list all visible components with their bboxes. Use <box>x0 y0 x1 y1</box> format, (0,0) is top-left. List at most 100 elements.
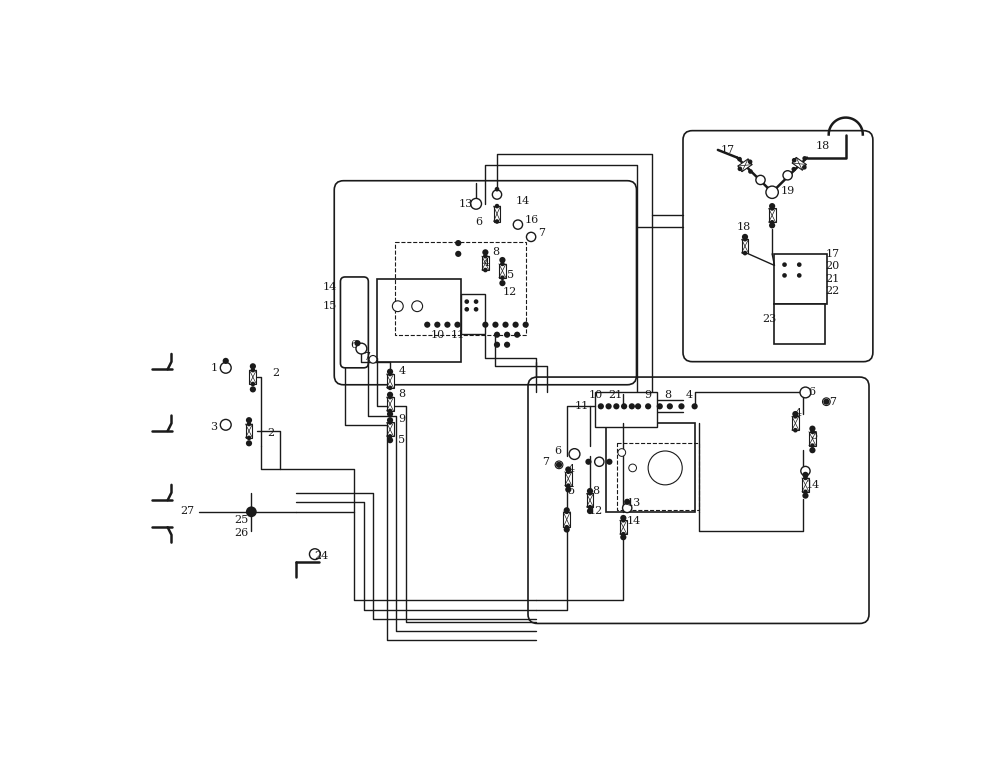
Polygon shape <box>563 511 570 527</box>
Bar <box>461 294 485 334</box>
Circle shape <box>387 411 393 417</box>
Circle shape <box>474 300 478 304</box>
Circle shape <box>792 411 798 417</box>
Text: 12: 12 <box>588 506 603 516</box>
Circle shape <box>803 489 808 494</box>
Circle shape <box>356 343 367 354</box>
Circle shape <box>657 403 663 409</box>
Circle shape <box>387 417 393 423</box>
Bar <box>595 392 657 427</box>
Circle shape <box>595 457 604 466</box>
Circle shape <box>809 447 816 453</box>
Circle shape <box>250 363 256 369</box>
Circle shape <box>588 505 592 509</box>
Circle shape <box>587 508 593 514</box>
Text: 10: 10 <box>430 329 444 339</box>
Circle shape <box>738 167 742 171</box>
Circle shape <box>555 461 563 468</box>
Circle shape <box>499 257 506 263</box>
Bar <box>617 442 698 510</box>
Text: 10: 10 <box>588 390 603 400</box>
Circle shape <box>246 440 252 446</box>
Circle shape <box>823 399 829 405</box>
Text: 2: 2 <box>273 368 280 378</box>
Circle shape <box>444 322 451 328</box>
Circle shape <box>251 382 255 386</box>
Circle shape <box>782 273 787 278</box>
Circle shape <box>810 429 815 434</box>
Circle shape <box>692 403 698 409</box>
Circle shape <box>514 332 520 338</box>
Circle shape <box>769 203 775 209</box>
Circle shape <box>471 198 482 209</box>
Circle shape <box>737 157 742 161</box>
Polygon shape <box>802 478 809 492</box>
Circle shape <box>621 518 626 522</box>
Circle shape <box>251 368 255 372</box>
Text: 4: 4 <box>686 390 693 400</box>
Text: 12: 12 <box>503 287 517 297</box>
Circle shape <box>621 531 626 537</box>
Circle shape <box>455 240 461 247</box>
Circle shape <box>756 175 765 184</box>
Text: 23: 23 <box>763 314 777 324</box>
Polygon shape <box>482 257 489 270</box>
Text: 4: 4 <box>399 366 406 376</box>
Text: 14: 14 <box>627 516 641 526</box>
Polygon shape <box>769 208 776 222</box>
Circle shape <box>492 322 499 328</box>
Circle shape <box>504 342 510 348</box>
Circle shape <box>606 458 612 465</box>
Polygon shape <box>738 159 752 172</box>
Circle shape <box>247 435 251 440</box>
Circle shape <box>387 392 393 398</box>
Text: 11: 11 <box>451 329 465 339</box>
Circle shape <box>494 342 500 348</box>
Text: 24: 24 <box>315 551 329 561</box>
Text: 18: 18 <box>736 222 751 232</box>
Text: 13: 13 <box>626 498 641 508</box>
Polygon shape <box>565 472 572 485</box>
Circle shape <box>587 488 593 494</box>
Polygon shape <box>620 520 627 534</box>
Circle shape <box>667 403 673 409</box>
Circle shape <box>792 167 796 171</box>
Circle shape <box>802 156 807 161</box>
Circle shape <box>246 506 257 517</box>
Text: 5: 5 <box>507 270 514 280</box>
Polygon shape <box>499 264 506 278</box>
Text: 4: 4 <box>568 464 575 474</box>
Circle shape <box>454 322 461 328</box>
Circle shape <box>483 254 488 259</box>
Circle shape <box>588 491 592 495</box>
Circle shape <box>803 475 808 480</box>
Circle shape <box>801 466 810 475</box>
Text: 26: 26 <box>234 528 248 538</box>
Text: 9: 9 <box>645 390 652 400</box>
Text: 4: 4 <box>795 409 802 419</box>
Text: 20: 20 <box>825 261 840 271</box>
Circle shape <box>802 492 809 498</box>
Circle shape <box>783 170 792 180</box>
Circle shape <box>782 263 787 267</box>
Circle shape <box>495 204 499 208</box>
Circle shape <box>822 398 830 406</box>
Circle shape <box>246 417 252 423</box>
Circle shape <box>388 434 392 439</box>
Circle shape <box>564 509 569 514</box>
Polygon shape <box>246 424 252 438</box>
Circle shape <box>585 458 592 465</box>
Circle shape <box>434 322 440 328</box>
Circle shape <box>621 403 627 409</box>
Text: 21: 21 <box>825 273 840 283</box>
Circle shape <box>770 220 774 224</box>
Polygon shape <box>387 422 394 436</box>
Text: 4: 4 <box>483 258 490 268</box>
Circle shape <box>388 395 392 399</box>
Circle shape <box>556 462 562 468</box>
Circle shape <box>742 233 748 240</box>
Circle shape <box>766 186 778 198</box>
Circle shape <box>464 300 469 304</box>
Circle shape <box>618 449 626 456</box>
Circle shape <box>797 273 802 278</box>
